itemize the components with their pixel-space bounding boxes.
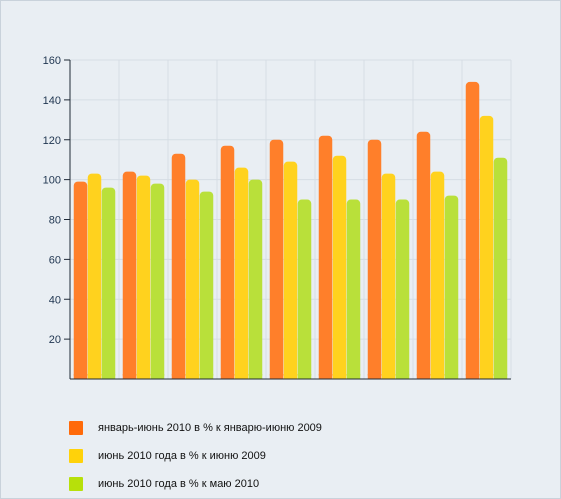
bar-series-2-group-3 xyxy=(185,179,200,380)
y-tick-label: 20 xyxy=(49,334,61,346)
y-tick-label: 140 xyxy=(43,95,61,107)
legend-swatch-series-2 xyxy=(69,449,83,463)
legend-label-series-1: январь-июнь 2010 в % к январю-июню 2009 xyxy=(98,422,322,434)
bar-base-series-2-group-9 xyxy=(479,374,494,379)
bar-base-series-2-group-4 xyxy=(234,374,249,379)
legend: январь-июнь 2010 в % к январю-июню 2009 … xyxy=(69,414,322,498)
bar-series-3-group-4 xyxy=(248,179,263,380)
bar-series-1-group-6 xyxy=(318,135,333,379)
bar-base-series-2-group-7 xyxy=(381,374,396,379)
bar-base-series-3-group-7 xyxy=(395,374,410,379)
bar-series-2-group-6 xyxy=(332,155,347,379)
bar-base-series-3-group-5 xyxy=(297,374,312,379)
y-axis-ticks: 20 40 60 80 100 120 140 160 xyxy=(43,55,70,346)
bar-base-series-3-group-1 xyxy=(101,374,116,379)
bar-base-series-1-group-7 xyxy=(367,374,382,379)
bar-base-series-2-group-6 xyxy=(332,374,347,379)
bar-series-3-group-3 xyxy=(199,191,214,379)
legend-swatch-series-1 xyxy=(69,421,83,435)
y-tick-label: 100 xyxy=(43,175,61,187)
bar-base-series-1-group-5 xyxy=(269,374,284,379)
bar-base-series-2-group-8 xyxy=(430,374,445,379)
bar-base-series-1-group-1 xyxy=(73,374,88,379)
bar-series-1-group-9 xyxy=(465,81,480,380)
bar-series-1-group-8 xyxy=(416,131,431,379)
y-tick-label: 60 xyxy=(49,254,61,266)
bar-series-3-group-2 xyxy=(150,183,165,379)
y-tick-label: 40 xyxy=(49,294,61,306)
bar-series-3-group-8 xyxy=(444,195,459,379)
bar-base-series-2-group-3 xyxy=(185,374,200,379)
legend-label-series-2: июнь 2010 года в % к июню 2009 xyxy=(98,450,266,462)
y-tick-label: 120 xyxy=(43,135,61,147)
bar-base-series-1-group-3 xyxy=(171,374,186,379)
bar-series-1-group-7 xyxy=(367,139,382,379)
legend-item-series-2: июнь 2010 года в % к июню 2009 xyxy=(69,442,322,470)
bar-series-2-group-1 xyxy=(87,173,102,379)
bar-base-series-3-group-8 xyxy=(444,374,459,379)
bar-series-1-group-2 xyxy=(122,171,137,379)
bar-base-series-3-group-2 xyxy=(150,374,165,379)
bar-base-series-1-group-9 xyxy=(465,374,480,379)
bar-base-series-1-group-6 xyxy=(318,374,333,379)
bar-series-2-group-8 xyxy=(430,171,445,379)
bar-base-series-3-group-6 xyxy=(346,374,361,379)
bar-base-series-1-group-8 xyxy=(416,374,431,379)
bar-series-3-group-9 xyxy=(493,157,508,379)
bar-base-series-3-group-9 xyxy=(493,374,508,379)
legend-item-series-3: июнь 2010 года в % к маю 2010 xyxy=(69,470,322,498)
bars xyxy=(73,81,508,380)
bar-series-1-group-4 xyxy=(220,145,235,379)
bar-series-2-group-7 xyxy=(381,173,396,379)
bar-base-series-2-group-1 xyxy=(87,374,102,379)
legend-label-series-3: июнь 2010 года в % к маю 2010 xyxy=(98,478,260,490)
bar-series-2-group-2 xyxy=(136,175,151,379)
bar-base-series-3-group-3 xyxy=(199,374,214,379)
legend-swatch-series-3 xyxy=(69,477,83,491)
bar-series-2-group-9 xyxy=(479,115,494,379)
bar-series-3-group-5 xyxy=(297,199,312,379)
bar-base-series-1-group-4 xyxy=(220,374,235,379)
bar-base-series-2-group-2 xyxy=(136,374,151,379)
bar-series-1-group-1 xyxy=(73,181,88,379)
bar-series-3-group-1 xyxy=(101,187,116,379)
bar-series-1-group-3 xyxy=(171,153,186,379)
bar-series-3-group-7 xyxy=(395,199,410,379)
legend-item-series-1: январь-июнь 2010 в % к январю-июню 2009 xyxy=(69,414,322,442)
bar-base-series-1-group-2 xyxy=(122,374,137,379)
y-tick-label: 80 xyxy=(49,215,61,227)
bar-base-series-3-group-4 xyxy=(248,374,263,379)
bar-series-2-group-4 xyxy=(234,167,249,379)
bar-base-series-2-group-5 xyxy=(283,374,298,379)
bar-series-2-group-5 xyxy=(283,161,298,379)
bar-series-1-group-5 xyxy=(269,139,284,379)
y-tick-label: 160 xyxy=(43,55,61,67)
bar-series-3-group-6 xyxy=(346,199,361,379)
